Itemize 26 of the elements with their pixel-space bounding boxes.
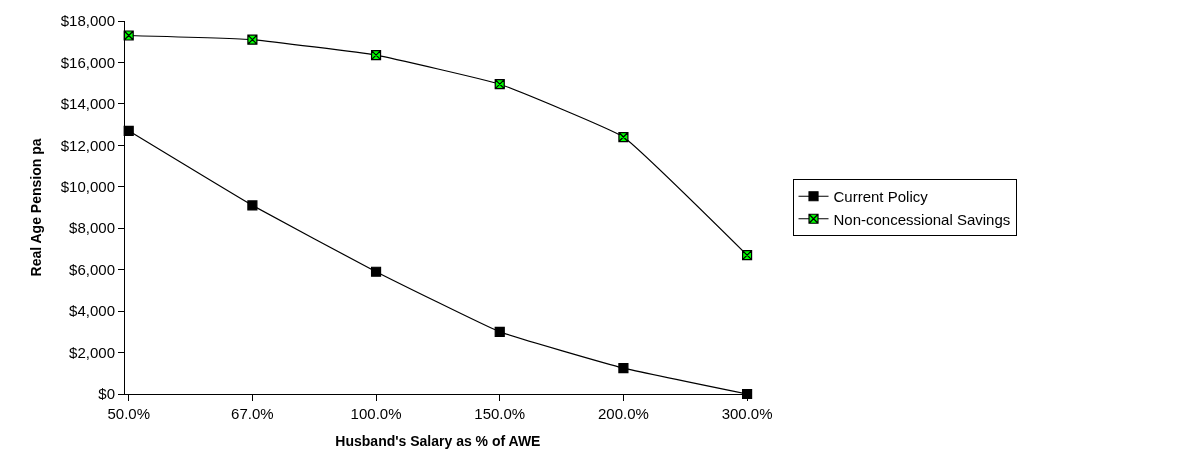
point <box>247 200 258 211</box>
x-tick-label: 50.0% <box>107 405 150 422</box>
y-tick-label: $16,000 <box>60 53 115 71</box>
y-tick-label: $4,000 <box>69 302 115 320</box>
x-axis-title: Husband's Salary as % of AWE <box>335 433 541 450</box>
x-tick-label: 100.0% <box>350 405 402 422</box>
point <box>618 131 629 143</box>
y-tick-label: $2,000 <box>69 343 115 361</box>
y-tick-label: $12,000 <box>60 136 115 154</box>
y-tick-label: $8,000 <box>69 219 115 237</box>
point <box>247 34 258 45</box>
y-tick-label: $10,000 <box>60 178 115 196</box>
point <box>370 266 382 277</box>
y-axis-title: Real Age Pension pa <box>28 138 45 277</box>
y-tick-label: $0 <box>98 385 115 403</box>
point <box>618 363 629 374</box>
legend-label: Non-concessional Savings <box>833 210 1011 228</box>
y-tick-label: $14,000 <box>60 95 115 113</box>
x-tick-label: 300.0% <box>721 405 773 422</box>
y-tick-label: $18,000 <box>60 12 115 30</box>
x-tick-label: 150.0% <box>474 405 526 422</box>
x-tick-label: 200.0% <box>597 405 649 422</box>
point <box>494 326 505 337</box>
x-tick-label: 67.0% <box>231 405 274 422</box>
y-tick-label: $6,000 <box>69 260 115 278</box>
legend-label: Current Policy <box>833 188 929 206</box>
